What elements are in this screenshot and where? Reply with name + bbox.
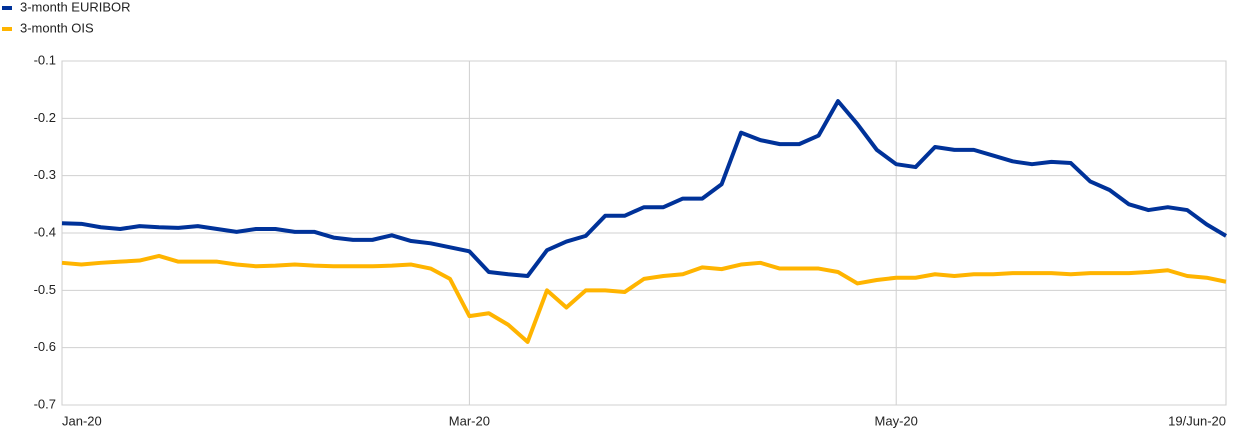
y-tick-label: -0.2 — [34, 110, 56, 125]
line — [61, 253, 1227, 344]
y-tick-label: -0.3 — [34, 167, 56, 182]
x-tick-label: Jan-20 — [62, 413, 102, 428]
line — [61, 99, 1228, 278]
x-tick-label: May-20 — [875, 413, 918, 428]
y-tick-label: -0.1 — [34, 52, 56, 67]
x-tick-label: 19/Jun-20 — [1168, 413, 1226, 428]
x-tick-label: Mar-20 — [449, 413, 490, 428]
y-tick-label: -0.6 — [34, 339, 56, 354]
legend-label: 3-month EURIBOR — [20, 0, 131, 14]
y-tick-label: -0.5 — [34, 282, 56, 297]
legend-label: 3-month OIS — [20, 20, 94, 35]
y-tick-label: -0.7 — [34, 396, 56, 411]
y-tick-label: -0.4 — [34, 224, 56, 239]
